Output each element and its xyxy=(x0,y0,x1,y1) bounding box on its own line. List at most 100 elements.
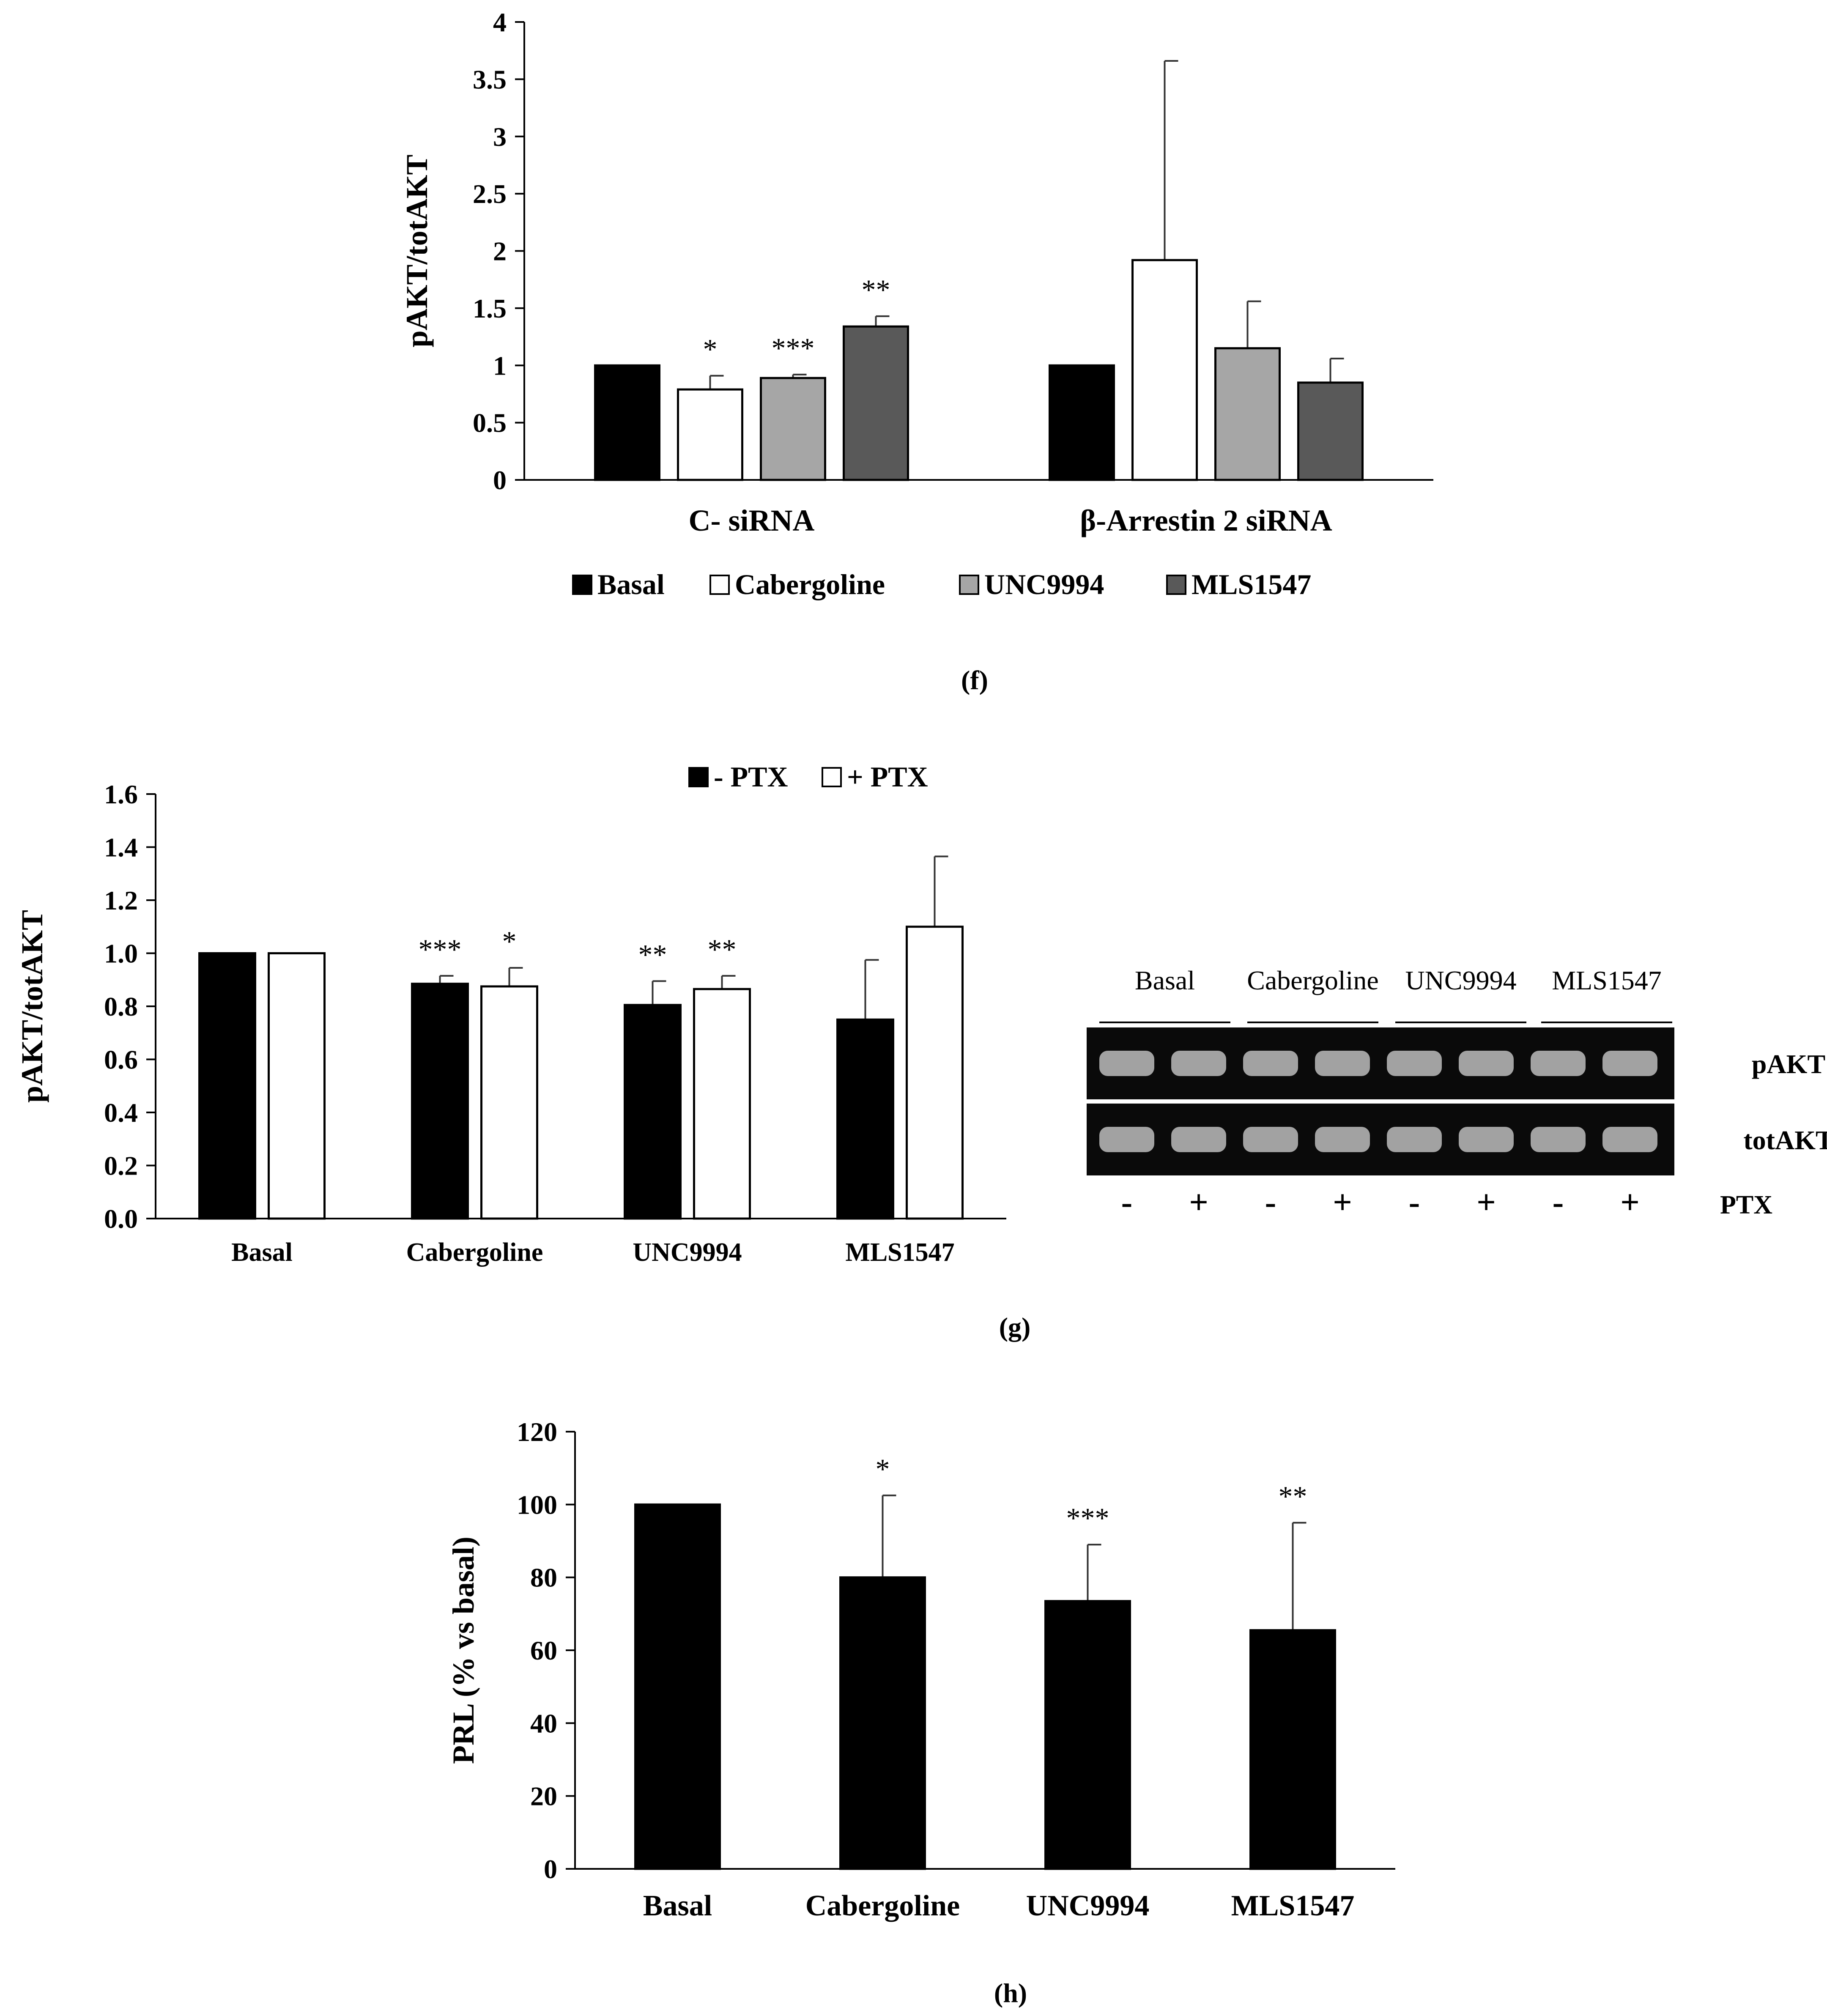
y-tick-label: 0.8 xyxy=(104,992,138,1022)
blot-band xyxy=(1171,1051,1226,1076)
bar--ptx xyxy=(624,1004,682,1220)
y-tick-label: 1 xyxy=(493,351,507,381)
significance-label: ** xyxy=(862,274,890,306)
legend-swatch xyxy=(709,575,730,595)
y-tick-label: 0.6 xyxy=(104,1045,138,1075)
y-tick-label: 60 xyxy=(530,1635,557,1665)
bar-cabergoline xyxy=(677,388,743,481)
panel-caption: (f) xyxy=(961,665,988,695)
x-category-label: β-Arrestin 2 siRNA xyxy=(1080,504,1332,537)
blot-band xyxy=(1602,1051,1657,1076)
blot-row-label: pAKT xyxy=(1752,1049,1825,1079)
panel-h-chart: 0 20 40 60 80 100 120 PRL (% vs basal) Basal * Cab… xyxy=(446,1417,1395,2008)
blot-lane-mark: - xyxy=(1121,1184,1133,1221)
blot-band xyxy=(1602,1127,1657,1152)
bar-basal xyxy=(1049,364,1115,481)
bar-prl xyxy=(839,1576,926,1870)
blot-band xyxy=(1531,1127,1586,1152)
significance-label: * xyxy=(876,1453,890,1485)
blot-band xyxy=(1315,1051,1370,1076)
x-category-label: MLS1547 xyxy=(845,1238,954,1267)
bar--ptx xyxy=(198,952,256,1220)
significance-label: *** xyxy=(1066,1502,1109,1534)
y-tick-label: 4 xyxy=(493,7,507,37)
significance-label: ** xyxy=(708,933,737,965)
significance-label: *** xyxy=(419,933,462,965)
bar--ptx xyxy=(268,952,326,1220)
blot-band xyxy=(1099,1127,1154,1152)
bar--ptx xyxy=(906,926,964,1220)
blot-band xyxy=(1459,1051,1514,1076)
x-category-label: Basal xyxy=(231,1238,293,1267)
x-category-label: MLS1547 xyxy=(1231,1890,1355,1922)
blot-lane-mark: + xyxy=(1189,1184,1208,1221)
significance-label: * xyxy=(502,925,517,957)
legend-label: - PTX xyxy=(714,761,788,793)
legend-label: Cabergoline xyxy=(735,568,885,600)
bar-mls1547 xyxy=(1297,381,1364,481)
blot-band xyxy=(1243,1051,1298,1076)
y-tick-label: 120 xyxy=(517,1417,557,1447)
y-tick-label: 0 xyxy=(544,1854,557,1884)
x-category-label: UNC9994 xyxy=(1026,1890,1150,1922)
bar-unc9994 xyxy=(760,377,826,481)
y-tick-label: 40 xyxy=(530,1708,557,1738)
y-tick-label: 100 xyxy=(517,1490,557,1520)
blot-band xyxy=(1315,1127,1370,1152)
y-tick-label: 3.5 xyxy=(473,64,507,94)
blot-lane-mark: - xyxy=(1553,1184,1564,1221)
bar--ptx xyxy=(693,988,751,1220)
blot-band xyxy=(1099,1051,1154,1076)
blot-group-label: MLS1547 xyxy=(1552,965,1662,995)
blot-group-label: UNC9994 xyxy=(1405,965,1516,995)
y-tick-label: 2.5 xyxy=(473,179,507,209)
bar-unc9994 xyxy=(1214,347,1281,481)
y-tick-label: 0.5 xyxy=(473,408,507,438)
y-tick-label: 2 xyxy=(493,236,507,266)
bar-cabergoline xyxy=(1131,259,1198,481)
blot-lane-mark: - xyxy=(1409,1184,1420,1221)
blot-lane-mark: + xyxy=(1476,1184,1496,1221)
x-category-label: Cabergoline xyxy=(805,1890,960,1922)
panel-g-chart: 0.0 0.2 0.4 0.6 0.8 1.0 1.2 1.4 1.6 pAKT/totAKT Ba… xyxy=(15,761,1827,1342)
x-category-label: C- siRNA xyxy=(689,504,815,537)
x-category-label: UNC9994 xyxy=(633,1238,742,1267)
legend-label: Basal xyxy=(597,568,665,600)
y-tick-label: 3 xyxy=(493,122,507,152)
y-axis-label: PRL (% vs basal) xyxy=(446,1537,480,1764)
significance-label: ** xyxy=(1279,1480,1307,1512)
blot-band xyxy=(1387,1127,1442,1152)
blot-band xyxy=(1459,1127,1514,1152)
significance-label: ** xyxy=(638,938,667,970)
bar-prl xyxy=(1249,1629,1336,1870)
x-category-label: Cabergoline xyxy=(406,1238,543,1267)
legend-swatch xyxy=(1166,575,1186,595)
blot-band xyxy=(1387,1051,1442,1076)
y-tick-label: 1.2 xyxy=(104,885,138,915)
legend-label: UNC9994 xyxy=(984,568,1104,600)
blot-band xyxy=(1531,1051,1586,1076)
y-tick-label: 1.4 xyxy=(104,833,138,863)
panel-caption: (g) xyxy=(999,1312,1031,1342)
y-axis-label: pAKT/totAKT xyxy=(15,910,49,1103)
bar--ptx xyxy=(411,983,469,1220)
blot-band xyxy=(1243,1127,1298,1152)
blot-group-label: Basal xyxy=(1135,965,1195,995)
bar-prl xyxy=(634,1503,721,1870)
legend-label: MLS1547 xyxy=(1192,568,1311,600)
bar--ptx xyxy=(836,1018,894,1220)
significance-label: *** xyxy=(772,332,815,364)
blot-band xyxy=(1171,1127,1226,1152)
significance-label: * xyxy=(703,333,718,365)
y-tick-label: 20 xyxy=(530,1781,557,1811)
y-tick-label: 0.4 xyxy=(104,1098,138,1128)
blot-group-label: Cabergoline xyxy=(1247,965,1379,995)
y-axis-label: pAKT/totAKT xyxy=(400,154,434,347)
legend-label: + PTX xyxy=(847,761,928,793)
blot-lane-mark: + xyxy=(1620,1184,1640,1221)
legend-swatch xyxy=(572,575,592,595)
blot-lane-mark: + xyxy=(1333,1184,1352,1221)
y-tick-label: 0.0 xyxy=(104,1204,138,1234)
bar-mls1547 xyxy=(843,325,909,481)
